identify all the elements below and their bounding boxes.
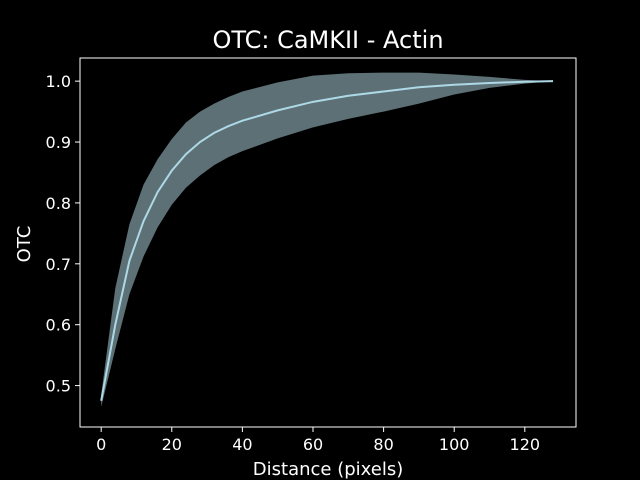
confidence-band-layer	[101, 72, 554, 407]
x-tick-label: 80	[373, 435, 393, 454]
y-tick-label: 0.7	[46, 255, 71, 274]
x-tick-label: 20	[162, 435, 182, 454]
x-tick-label: 40	[232, 435, 252, 454]
confidence-band	[101, 72, 554, 407]
x-axis-ticks: 0 20 40 60 80 100 120	[96, 427, 540, 454]
y-axis-ticks: 0.5 0.6 0.7 0.8 0.9 1.0	[46, 72, 80, 396]
y-tick-label: 0.5	[46, 377, 71, 396]
mean-line-layer	[100, 80, 554, 402]
x-tick-label: 120	[510, 435, 541, 454]
chart-title: OTC: CaMKII - Actin	[212, 26, 443, 54]
y-tick-label: 0.9	[46, 133, 71, 152]
x-tick-label: 100	[439, 435, 470, 454]
x-tick-label: 0	[96, 435, 106, 454]
mean-line	[100, 80, 554, 402]
x-tick-label: 60	[303, 435, 323, 454]
y-tick-label: 0.6	[46, 316, 71, 335]
x-axis-label: Distance (pixels)	[253, 459, 403, 480]
y-tick-label: 1.0	[46, 72, 71, 91]
axes-frame	[79, 57, 577, 428]
y-axis-label: OTC	[14, 226, 35, 263]
y-tick-label: 0.8	[46, 194, 71, 213]
